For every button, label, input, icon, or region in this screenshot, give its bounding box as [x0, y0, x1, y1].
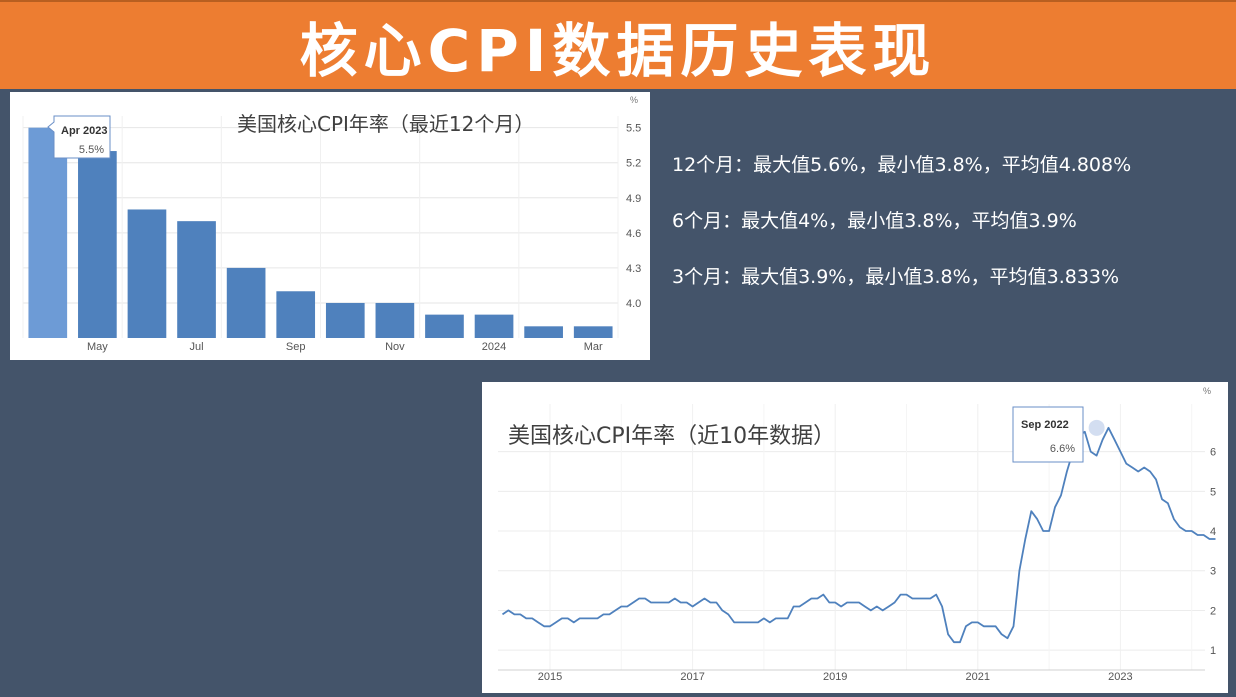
x-tick-label: 2015: [538, 671, 562, 683]
line-chart: 1 2 3 4 5 6% 2015 2017 2019 2021 2023 美国核心CPI年率（近10…: [498, 386, 1216, 683]
tooltip-value: 5.5%: [79, 144, 104, 156]
bar: [28, 127, 68, 339]
header-bar: 核心CPI数据历史表现: [0, 0, 1236, 89]
x-tick-label: Jul: [190, 341, 204, 353]
x-tick-label: 2023: [1108, 671, 1132, 683]
x-tick-label: 2017: [680, 671, 704, 683]
y-tick-label: 4.0: [626, 298, 641, 310]
chart-title: 美国核心CPI年率（最近12个月）: [237, 112, 534, 136]
bar-chart-panel: 4.0 4.3 4.6 4.9 5.2 5.5% May Jul Sep Nov 2024 Mar 美国…: [10, 92, 650, 360]
stats-3-months: 3个月：最大值3.9%，最小值3.8%，平均值3.833%: [672, 266, 1120, 288]
tooltip-value: 6.6%: [1050, 443, 1075, 455]
bar: [177, 221, 216, 338]
x-tick-label: 2021: [966, 671, 990, 683]
bar: [78, 151, 117, 338]
tooltip-box: [1012, 406, 1084, 463]
bar: [375, 302, 415, 338]
unit-label: %: [1203, 386, 1211, 396]
bar: [573, 326, 613, 338]
bar: [425, 314, 464, 338]
y-tick-label: 3: [1210, 566, 1216, 578]
y-tick-label: 5: [1210, 486, 1216, 498]
y-tick-label: 4.9: [626, 193, 641, 205]
highlight-marker: [1088, 419, 1105, 436]
stats-summary: 12个月：最大值5.6%，最小值3.8%，平均值4.808% 6个月：最大值4%…: [672, 150, 1232, 318]
chart-title: 美国核心CPI年率（近10年数据）: [508, 424, 835, 449]
bar-chart: 4.0 4.3 4.6 4.9 5.2 5.5% May Jul Sep Nov 2024 Mar 美国…: [22, 95, 641, 353]
tooltip-date: Sep 2022: [1021, 419, 1069, 431]
tooltip-box: [47, 115, 111, 159]
stats-12-months: 12个月：最大值5.6%，最小值3.8%，平均值4.808%: [672, 154, 1132, 176]
unit-label: %: [630, 95, 638, 105]
y-tick-label: 5.2: [626, 158, 641, 170]
y-tick-label: 1: [1210, 645, 1216, 657]
x-tick-label: Nov: [385, 341, 405, 353]
tooltip: Apr 2023 5.5%: [47, 115, 111, 159]
bar: [276, 291, 316, 338]
y-tick-label: 4.3: [626, 263, 641, 275]
stats-6-months: 6个月：最大值4%，最小值3.8%，平均值3.9%: [672, 210, 1077, 232]
y-tick-label: 4: [1210, 526, 1216, 538]
bar: [127, 209, 167, 338]
y-tick-label: 4.6: [626, 228, 641, 240]
series-line: [501, 426, 1216, 644]
tooltip: Sep 2022 6.6%: [1012, 406, 1084, 463]
y-tick-label: 5.5: [626, 123, 641, 135]
x-tick-label: 2019: [823, 671, 847, 683]
x-tick-label: Sep: [286, 341, 306, 353]
bar: [474, 314, 514, 338]
tooltip-date: Apr 2023: [61, 125, 107, 137]
bar: [226, 267, 266, 338]
y-tick-label: 2: [1210, 605, 1216, 617]
x-tick-label: Mar: [584, 341, 603, 353]
bar: [325, 302, 365, 338]
y-tick-label: 6: [1210, 447, 1216, 459]
bar: [524, 326, 563, 338]
line-chart-panel: 1 2 3 4 5 6% 2015 2017 2019 2021 2023 美国核心CPI年率（近10…: [482, 382, 1228, 693]
x-tick-label: 2024: [482, 341, 506, 353]
x-tick-label: May: [87, 341, 108, 353]
page-title: 核心CPI数据历史表现: [299, 16, 937, 85]
